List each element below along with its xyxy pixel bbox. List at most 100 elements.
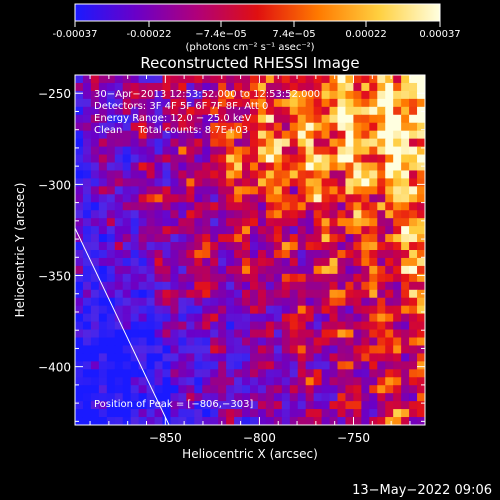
heatmap-cell bbox=[162, 186, 171, 195]
heatmap-cell bbox=[194, 122, 203, 132]
heatmap-cell bbox=[242, 297, 251, 307]
heatmap-cell bbox=[194, 353, 203, 362]
heatmap-cell bbox=[281, 210, 291, 219]
heatmap-cell bbox=[281, 82, 291, 92]
annotation-detectors: Detectors: 3F 4F 5F 6F 7F 8F, Att 0 bbox=[94, 101, 268, 112]
heatmap-cell bbox=[234, 154, 243, 163]
heatmap-cell bbox=[178, 353, 187, 362]
heatmap-cell bbox=[122, 90, 132, 100]
heatmap-cell bbox=[130, 122, 140, 132]
heatmap-cell bbox=[257, 154, 267, 163]
heatmap-cell bbox=[417, 409, 425, 418]
heatmap-cell bbox=[321, 401, 331, 410]
heatmap-cell bbox=[106, 138, 116, 148]
heatmap-cell bbox=[98, 321, 108, 331]
heatmap-cell bbox=[90, 337, 100, 346]
heatmap-cell bbox=[90, 218, 100, 227]
heatmap-cell bbox=[186, 186, 195, 195]
heatmap-cell bbox=[202, 82, 211, 92]
heatmap-cell bbox=[297, 289, 307, 299]
heatmap-cell bbox=[114, 409, 124, 418]
heatmap-cell bbox=[257, 393, 267, 402]
heatmap-cell bbox=[114, 194, 124, 203]
heatmap-cell bbox=[353, 250, 362, 259]
heatmap-cell bbox=[353, 281, 362, 291]
heatmap-cell bbox=[369, 210, 378, 219]
heatmap-cell bbox=[273, 202, 283, 211]
heatmap-cell bbox=[202, 401, 211, 410]
heatmap-cell bbox=[202, 409, 211, 418]
heatmap-cell bbox=[313, 170, 323, 179]
heatmap-cell bbox=[146, 114, 156, 124]
heatmap-cell bbox=[178, 313, 187, 323]
heatmap-cell bbox=[257, 194, 267, 203]
heatmap-cell bbox=[114, 130, 124, 140]
heatmap-cell bbox=[313, 369, 323, 378]
heatmap-cell bbox=[210, 353, 219, 362]
heatmap-cell bbox=[361, 369, 370, 378]
heatmap-cell bbox=[401, 98, 410, 108]
heatmap-cell bbox=[297, 313, 307, 323]
heatmap-cell bbox=[305, 242, 315, 251]
heatmap-cell bbox=[273, 257, 283, 267]
heatmap-cell bbox=[361, 90, 370, 100]
heatmap-cell bbox=[385, 321, 394, 331]
heatmap-cell bbox=[242, 281, 251, 291]
heatmap-cell bbox=[114, 146, 124, 156]
heatmap-cell bbox=[329, 75, 338, 84]
heatmap-cell bbox=[154, 170, 163, 179]
heatmap-cell bbox=[178, 385, 187, 394]
heatmap-cell bbox=[329, 218, 338, 227]
heatmap-cell bbox=[178, 98, 187, 108]
heatmap-cell bbox=[250, 82, 259, 92]
heatmap-cell bbox=[138, 393, 148, 402]
footer-timestamp: 13−May−2022 09:06 bbox=[352, 483, 492, 498]
heatmap-cell bbox=[313, 146, 323, 156]
heatmap-cell bbox=[194, 297, 203, 307]
heatmap-cell bbox=[257, 401, 267, 410]
heatmap-cell bbox=[82, 401, 92, 410]
heatmap-cell bbox=[178, 154, 187, 163]
heatmap-cell bbox=[186, 313, 195, 323]
heatmap-cell bbox=[329, 369, 338, 378]
heatmap-cell bbox=[162, 417, 171, 425]
heatmap-cell bbox=[313, 337, 323, 346]
heatmap-cell bbox=[409, 281, 418, 291]
heatmap-cell bbox=[186, 98, 195, 108]
heatmap-cell bbox=[114, 114, 124, 124]
heatmap-cell bbox=[345, 154, 354, 163]
heatmap-cell bbox=[98, 242, 108, 251]
heatmap-cell bbox=[385, 329, 394, 338]
heatmap-cell bbox=[146, 90, 156, 100]
heatmap-cell bbox=[226, 401, 235, 410]
heatmap-cell bbox=[377, 329, 386, 338]
heatmap-cell bbox=[345, 210, 354, 219]
heatmap-cell bbox=[281, 345, 291, 354]
heatmap-cell bbox=[305, 369, 315, 378]
heatmap-cell bbox=[281, 321, 291, 331]
heatmap-cell bbox=[106, 90, 116, 100]
heatmap-cell bbox=[202, 321, 211, 331]
heatmap-cell bbox=[106, 409, 116, 418]
heatmap-cell bbox=[353, 114, 362, 124]
heatmap-cell bbox=[409, 194, 418, 203]
heatmap-cell bbox=[369, 385, 378, 394]
heatmap-cell bbox=[90, 90, 100, 100]
heatmap-cell bbox=[265, 162, 275, 171]
heatmap-cell bbox=[154, 226, 163, 235]
heatmap-cell bbox=[417, 369, 425, 378]
heatmap-cell bbox=[194, 98, 203, 108]
heatmap-cell bbox=[82, 226, 92, 235]
heatmap-cell bbox=[186, 321, 195, 331]
heatmap-cell bbox=[385, 265, 394, 275]
heatmap-cell bbox=[257, 218, 267, 227]
heatmap-cell bbox=[154, 138, 163, 148]
heatmap-cell bbox=[194, 178, 203, 187]
heatmap-cell bbox=[98, 305, 108, 315]
heatmap-cell bbox=[146, 82, 156, 92]
heatmap-cell bbox=[114, 162, 124, 171]
heatmap-cell bbox=[329, 281, 338, 291]
heatmap-cell bbox=[90, 98, 100, 108]
heatmap-cell bbox=[138, 75, 148, 84]
heatmap-cell bbox=[385, 138, 394, 148]
